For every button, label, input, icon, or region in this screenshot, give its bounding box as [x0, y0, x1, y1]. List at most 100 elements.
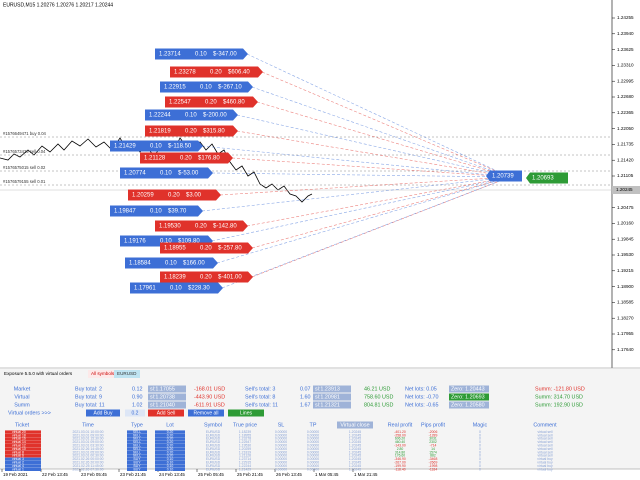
- order-link: [219, 176, 511, 196]
- zero-price: 1.20693: [532, 176, 554, 182]
- summary-cell: Net lots: -0.70: [405, 394, 439, 400]
- order-label-box[interactable]: [145, 109, 238, 121]
- order-price: 1.21819: [149, 129, 171, 135]
- order-profit: $-267.10: [218, 85, 242, 91]
- order-label-box[interactable]: [160, 271, 253, 283]
- table-cell: 14: [431, 447, 435, 451]
- order-profit: $3.00: [186, 193, 202, 199]
- time-axis-label: 26 Feb 13:45: [276, 472, 302, 477]
- ticket-cell[interactable]: [5, 461, 41, 465]
- zero-price: 1.20739: [492, 174, 514, 180]
- lot-cell: [155, 444, 185, 448]
- button[interactable]: [188, 409, 224, 417]
- order-label-box[interactable]: [155, 48, 248, 60]
- order-label-box[interactable]: [160, 81, 253, 93]
- table-cell: EURUSD: [206, 447, 221, 451]
- tab[interactable]: [114, 370, 140, 378]
- ticket-cell[interactable]: [5, 433, 41, 437]
- button-label: Remove all: [193, 410, 218, 416]
- ticket-cell[interactable]: [5, 440, 41, 444]
- time-axis-label: 25 Feb 05:45: [198, 472, 224, 477]
- ticket-cell[interactable]: [5, 447, 41, 451]
- order-link: [201, 176, 511, 212]
- table-cell: 0: [479, 450, 481, 454]
- table-cell: 1.22915: [239, 460, 251, 464]
- table-cell: 2021.03.01 10:00:00: [72, 430, 103, 434]
- button[interactable]: [228, 409, 264, 417]
- table-cell: 1.20245: [349, 433, 361, 437]
- button[interactable]: [125, 409, 145, 417]
- table-header: SL: [278, 422, 285, 428]
- table-cell: SELL: [133, 433, 141, 437]
- table-cell: -3468: [429, 457, 438, 461]
- table-cell: virtual buy: [537, 464, 553, 468]
- ticket-cell[interactable]: [5, 467, 41, 471]
- order-label-box[interactable]: [120, 167, 213, 179]
- table-cell: EURUSD: [206, 430, 221, 434]
- tab[interactable]: [88, 370, 122, 378]
- order-label-box[interactable]: [170, 66, 263, 78]
- table-cell: EURUSD: [206, 433, 221, 437]
- order-link: [216, 176, 511, 264]
- ticket-cell[interactable]: [5, 464, 41, 468]
- order-label-box[interactable]: [128, 189, 221, 201]
- order-label-box[interactable]: [110, 205, 203, 217]
- table-cell: virtual sell: [537, 450, 552, 454]
- lot-cell: [155, 464, 185, 468]
- table-cell: 1.23278: [239, 437, 251, 441]
- table-cell: -2006: [429, 430, 438, 434]
- summary-cell: 1.60: [300, 394, 311, 400]
- table-cell: 0.10: [167, 467, 174, 471]
- order-label-box[interactable]: [110, 140, 203, 152]
- ticket-cell[interactable]: [5, 450, 41, 454]
- time-axis-label: 1 Mar 05:45: [315, 472, 339, 477]
- ticket-cell[interactable]: [5, 444, 41, 448]
- table-cell: 0.00000: [275, 450, 287, 454]
- order-link: [246, 176, 511, 227]
- order-price: 1.23278: [174, 70, 196, 76]
- table-cell: 2021.02.26 20:00:00: [72, 460, 103, 464]
- order-label-box[interactable]: [145, 125, 238, 137]
- table-cell: 606.20: [395, 437, 405, 441]
- table-cell: 882: [430, 454, 436, 458]
- table-cell: 1.20245: [349, 467, 361, 471]
- order-price: 1.22547: [169, 100, 191, 106]
- order-label-box[interactable]: [140, 152, 233, 164]
- ticket-cell[interactable]: [5, 454, 41, 458]
- ticket-cell[interactable]: [5, 430, 41, 434]
- lot-cell: [155, 457, 185, 461]
- order-price: 1.19176: [124, 239, 146, 245]
- table-cell: 0: [479, 430, 481, 434]
- table-cell: 314.80: [395, 450, 405, 454]
- order-lot: 0.10: [195, 52, 207, 58]
- button[interactable]: [86, 409, 120, 417]
- order-label-box[interactable]: [130, 282, 223, 294]
- table-cell: virtual buy: [537, 457, 553, 461]
- link[interactable]: Virtual orders >>>: [8, 410, 51, 416]
- order-label-box[interactable]: [165, 96, 258, 108]
- table-header: Ticket: [15, 422, 30, 428]
- summary-cell: -443.90 USD: [194, 394, 225, 400]
- table-header: Time: [82, 422, 94, 428]
- table-cell: 0.00000: [307, 460, 319, 464]
- symbol-info: EURUSD,M15 1.20276 1.20276 1.20217 1.202…: [3, 2, 113, 8]
- zero-box: [449, 401, 489, 409]
- button[interactable]: [148, 409, 184, 417]
- order-lot: 0.10: [160, 171, 172, 177]
- table-header: Real profit: [388, 422, 413, 428]
- summary-cell: sl:1.20738: [150, 394, 175, 400]
- order-label-box[interactable]: [125, 257, 218, 269]
- ticket-cell[interactable]: [5, 437, 41, 441]
- table-cell: 0.10: [167, 457, 174, 461]
- order-label-box[interactable]: [160, 242, 253, 254]
- table-cell: 0.00000: [275, 443, 287, 447]
- summary-cell: Buy total: 11: [75, 402, 105, 408]
- table-cell: -2669: [429, 460, 438, 464]
- ticket-cell[interactable]: [5, 457, 41, 461]
- table-cell: 1.20245: [349, 443, 361, 447]
- order-label-box[interactable]: [155, 220, 248, 232]
- table-cell: 0: [479, 464, 481, 468]
- table-cell: -258.00: [394, 433, 406, 437]
- tab-label: EURUSD: [117, 371, 137, 376]
- table-cell: 2021.02.25 11:45:00: [73, 464, 104, 468]
